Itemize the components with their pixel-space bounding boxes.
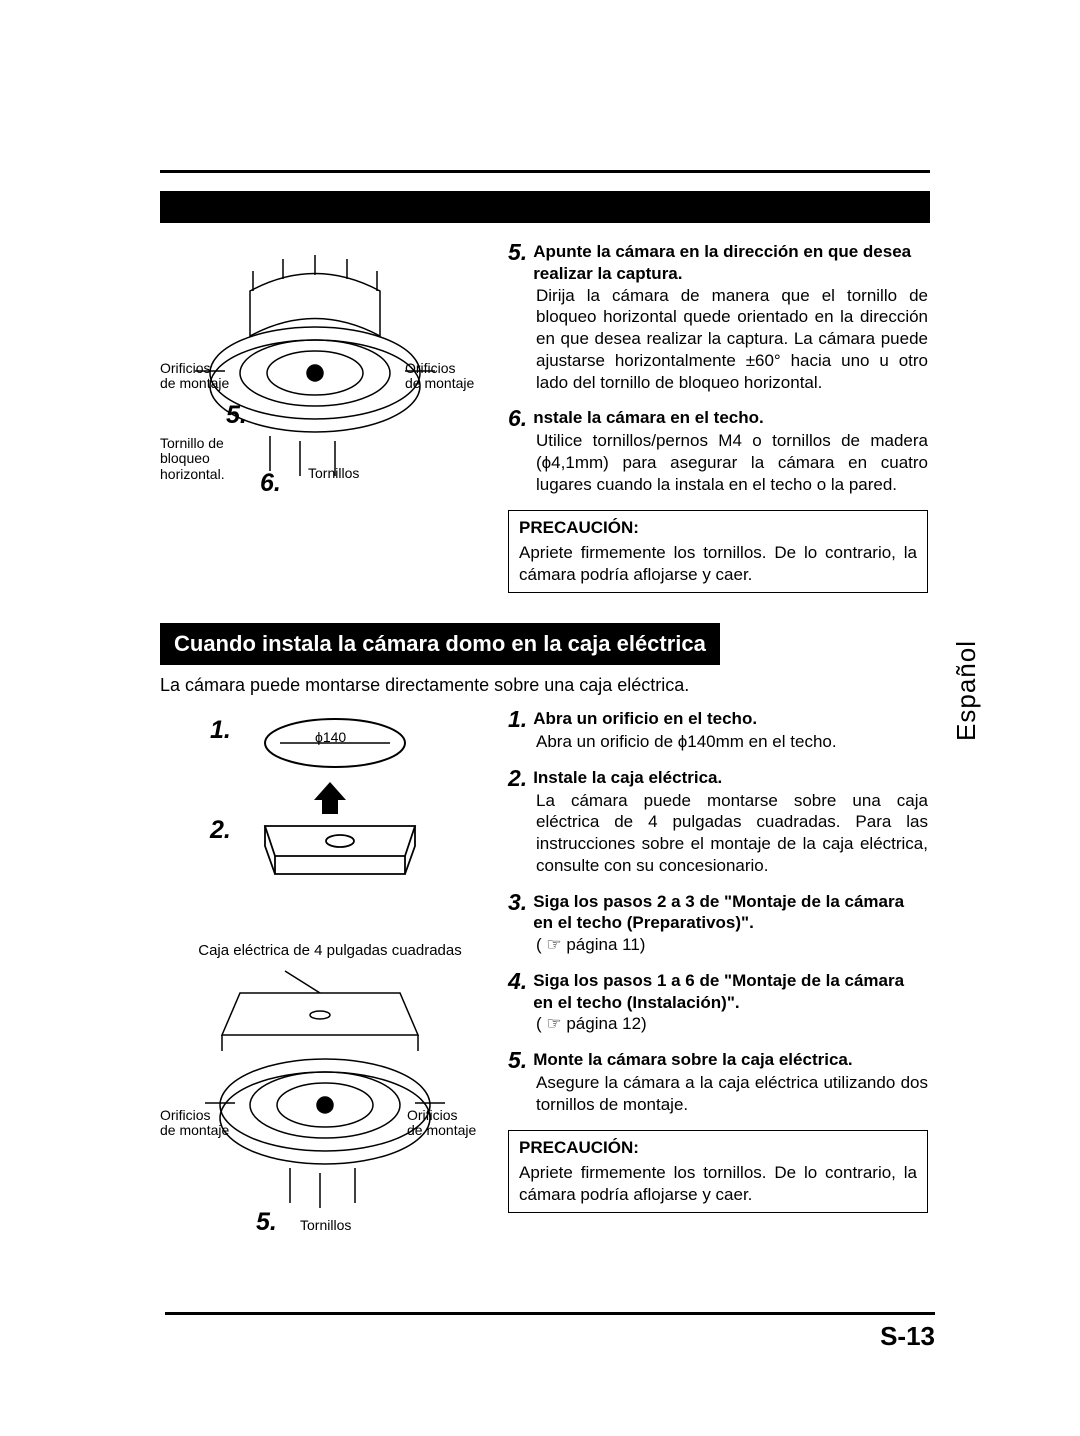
camera-diagram-lower [170, 963, 460, 1223]
bstep5-title: Monte la cámara sobre la caja eléctrica. [533, 1049, 852, 1072]
step5-body: Dirija la cámara de manera que el tornil… [536, 285, 928, 394]
section-intro: La cámara puede montarse directamente so… [160, 675, 950, 696]
black-header-bar [160, 191, 930, 223]
upper-text-column: 5. Apunte la cámara en la dirección en q… [508, 241, 928, 593]
label-screws-lower: Tornillos [300, 1218, 351, 1233]
electrical-box-diagram [255, 816, 425, 886]
label-screws-upper: Tornillos [308, 466, 359, 481]
callout-5-upper: 5. [226, 401, 247, 430]
step6-body: Utilice tornillos/pernos M4 o tornillos … [536, 430, 928, 495]
bstep1-body: Abra un orificio de ϕ140mm en el techo. [536, 731, 928, 753]
lower-region: 1. ϕ140 2. Caja eléctrica de 4 pulgadas … [160, 708, 950, 1268]
hole-dim-label: ϕ140 [315, 730, 346, 745]
bstep2-body: La cámara puede montarse sobre una caja … [536, 790, 928, 877]
callout-6-upper: 6. [260, 469, 281, 498]
callout-1-lower: 1. [210, 716, 231, 745]
label-mount-holes-left: Orificiosde montaje [160, 361, 229, 392]
precaution-box-2: PRECAUCIÓN: Apriete firmemente los torni… [508, 1130, 928, 1213]
bstep2-title: Instale la caja eléctrica. [533, 767, 722, 790]
page-footer: S-13 [165, 1312, 935, 1352]
bstep3-body: ( ☞ página 11) [536, 934, 928, 956]
bstep3-title: Siga los pasos 2 a 3 de "Montaje de la c… [533, 891, 928, 935]
lower-diagram-area: 1. ϕ140 2. Caja eléctrica de 4 pulgadas … [160, 708, 480, 1268]
callout-2-lower: 2. [210, 816, 231, 845]
precaution1-body: Apriete firmemente los tornillos. De lo … [519, 542, 917, 586]
label-mount-holes-left-lower: Orificiosde montaje [160, 1108, 229, 1139]
top-rule [160, 170, 930, 173]
step6-num: 6. [508, 407, 527, 430]
label-mount-holes-right: Orificiosde montaje [405, 361, 474, 392]
bstep1-title: Abra un orificio en el techo. [533, 708, 757, 731]
bstep1-num: 1. [508, 708, 527, 731]
bstep2-num: 2. [508, 767, 527, 790]
bstep3-heading: 3. Siga los pasos 2 a 3 de "Montaje de l… [508, 891, 928, 935]
bstep2-heading: 2. Instale la caja eléctrica. [508, 767, 928, 790]
arrow-up-icon [310, 780, 350, 816]
step6-heading: 6. nstale la cámara en el techo. [508, 407, 928, 430]
section-heading: Cuando instala la cámara domo en la caja… [160, 623, 720, 665]
step5-title: Apunte la cámara en la dirección en que … [533, 241, 928, 285]
precaution2-title: PRECAUCIÓN: [519, 1137, 917, 1159]
bstep4-num: 4. [508, 970, 527, 1014]
step5-heading: 5. Apunte la cámara en la dirección en q… [508, 241, 928, 285]
bstep4-title: Siga los pasos 1 a 6 de "Montaje de la c… [533, 970, 928, 1014]
box-caption: Caja eléctrica de 4 pulgadas cuadradas [190, 943, 470, 960]
page-number: S-13 [880, 1321, 935, 1351]
bstep4-heading: 4. Siga los pasos 1 a 6 de "Montaje de l… [508, 970, 928, 1014]
bstep5-num: 5. [508, 1049, 527, 1072]
label-lock-screw: Tornillo debloqueohorizontal. [160, 436, 225, 482]
callout-5-lower: 5. [256, 1208, 277, 1237]
precaution2-body: Apriete firmemente los tornillos. De lo … [519, 1162, 917, 1206]
bstep5-heading: 5. Monte la cámara sobre la caja eléctri… [508, 1049, 928, 1072]
language-tab: Español [951, 640, 982, 741]
bstep3-num: 3. [508, 891, 527, 935]
step5-num: 5. [508, 241, 527, 285]
lower-text-column: 1. Abra un orificio en el techo. Abra un… [508, 708, 928, 1268]
bstep1-heading: 1. Abra un orificio en el techo. [508, 708, 928, 731]
precaution1-title: PRECAUCIÓN: [519, 517, 917, 539]
bstep4-body: ( ☞ página 12) [536, 1013, 928, 1035]
precaution-box-1: PRECAUCIÓN: Apriete firmemente los torni… [508, 510, 928, 593]
step6-title: nstale la cámara en el techo. [533, 407, 764, 430]
upper-region: Orificiosde montaje Orificiosde montaje … [160, 241, 950, 593]
bstep5-body: Asegure la cámara a la caja eléctrica ut… [536, 1072, 928, 1116]
upper-diagram-area: Orificiosde montaje Orificiosde montaje … [160, 241, 480, 593]
label-mount-holes-right-lower: Orificiosde montaje [407, 1108, 476, 1139]
